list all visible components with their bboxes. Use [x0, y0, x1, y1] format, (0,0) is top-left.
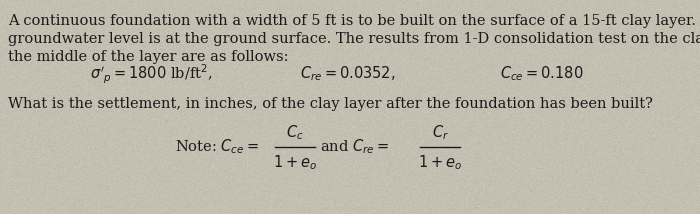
Text: What is the settlement, in inches, of the clay layer after the foundation has be: What is the settlement, in inches, of th…	[8, 97, 653, 111]
Text: $C_{ce} = 0.180$: $C_{ce} = 0.180$	[500, 65, 584, 83]
Text: groundwater level is at the ground surface. The results from 1-D consolidation t: groundwater level is at the ground surfa…	[8, 32, 700, 46]
Text: and $C_{re} =$: and $C_{re} =$	[320, 138, 389, 156]
Text: the middle of the layer are as follows:: the middle of the layer are as follows:	[8, 50, 288, 64]
Text: $1+e_o$: $1+e_o$	[418, 154, 462, 172]
Text: $C_{re} = 0.0352,$: $C_{re} = 0.0352,$	[300, 65, 396, 83]
Text: A continuous foundation with a width of 5 ft is to be built on the surface of a : A continuous foundation with a width of …	[8, 14, 700, 28]
Text: $C_r$: $C_r$	[431, 124, 449, 142]
Text: $1+e_o$: $1+e_o$	[273, 154, 317, 172]
Text: $\sigma'_p = 1800$ lb/ft$^2$,: $\sigma'_p = 1800$ lb/ft$^2$,	[90, 62, 213, 86]
Text: Note: $C_{ce} =$: Note: $C_{ce} =$	[175, 138, 259, 156]
Text: $C_c$: $C_c$	[286, 124, 304, 142]
